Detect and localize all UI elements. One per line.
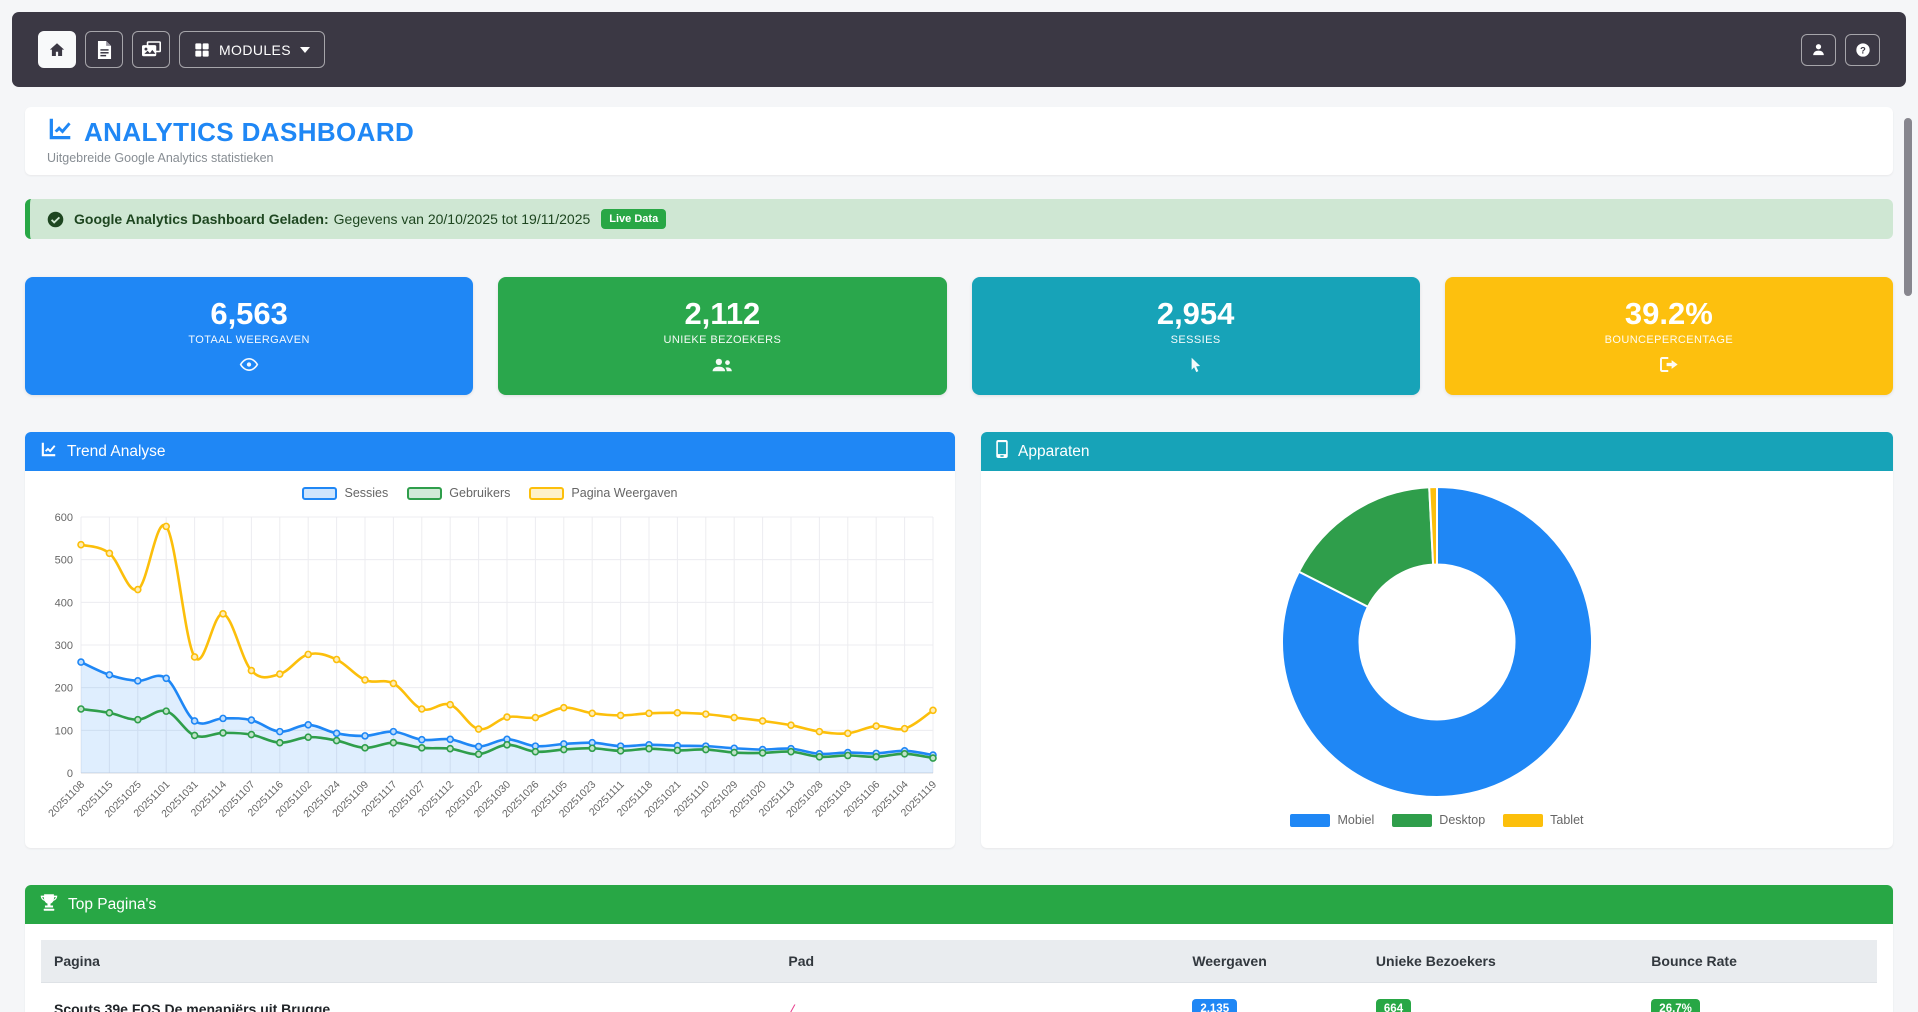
page-title: ANALYTICS DASHBOARD <box>47 116 1871 148</box>
legend-item-mobiel[interactable]: Mobiel <box>1290 813 1374 827</box>
trend-chart-legend: Sessies Gebruikers Pagina Weergaven <box>39 481 941 505</box>
svg-text:600: 600 <box>55 512 73 524</box>
stat-cards-row: 6,563 TOTAAL WEERGAVEN 2,112 UNIEKE BEZO… <box>25 277 1893 395</box>
pages-button[interactable] <box>85 31 123 68</box>
trophy-icon <box>40 893 58 916</box>
desktop-swatch <box>1392 813 1433 827</box>
page-name-cell: Scouts 39e FOS De menapiërs uit Brugge <box>54 1001 331 1012</box>
legend-item-pagina-weergaven[interactable]: Pagina Weergaven <box>529 486 678 500</box>
media-button[interactable] <box>132 31 170 68</box>
legend-item-gebruikers[interactable]: Gebruikers <box>407 486 510 500</box>
devices-doughnut-chart[interactable] <box>1267 477 1607 807</box>
charts-row: Trend Analyse Sessies Gebruikers Pagina … <box>25 432 1893 848</box>
svg-text:400: 400 <box>55 597 73 609</box>
home-button[interactable] <box>38 31 76 68</box>
sessies-swatch <box>302 486 338 500</box>
page-path-cell: / <box>788 1002 797 1012</box>
trend-panel-title: Trend Analyse <box>67 442 166 460</box>
devices-chart-body: Mobiel Desktop Tablet <box>981 471 1893 827</box>
devices-panel-title: Apparaten <box>1018 442 1090 460</box>
legend-item-tablet[interactable]: Tablet <box>1503 813 1584 827</box>
svg-text:200: 200 <box>55 683 73 695</box>
top-pages-table-wrap: Pagina Pad Weergaven Unieke Bezoekers Bo… <box>25 924 1893 1012</box>
devices-legend: Mobiel Desktop Tablet <box>1290 813 1584 827</box>
alert-title: Google Analytics Dashboard Geladen: <box>74 211 329 227</box>
column-header-weergaven[interactable]: Weergaven <box>1179 940 1363 983</box>
top-pages-title: Top Pagina's <box>68 895 157 913</box>
page-header: ANALYTICS DASHBOARD Uitgebreide Google A… <box>25 107 1893 175</box>
stat-card-sessies: 2,954 SESSIES <box>971 277 1420 395</box>
mobile-icon <box>996 440 1008 463</box>
chart-line-icon <box>40 441 57 463</box>
user-icon <box>1811 42 1826 57</box>
stat-card-totaal-weergaven: 6,563 TOTAAL WEERGAVEN <box>25 277 474 395</box>
status-alert: Google Analytics Dashboard Geladen: Gege… <box>25 199 1893 239</box>
scrollbar-thumb[interactable] <box>1904 118 1912 296</box>
page-subtitle: Uitgebreide Google Analytics statistieke… <box>47 151 274 165</box>
column-header-pad[interactable]: Pad <box>775 940 1180 983</box>
svg-text:0: 0 <box>67 768 73 780</box>
stat-card-unieke-bezoekers: 2,112 UNIEKE BEZOEKERS <box>498 277 947 395</box>
svg-text:500: 500 <box>55 555 73 567</box>
devices-panel-header: Apparaten <box>981 432 1893 471</box>
svg-text:?: ? <box>1860 45 1866 55</box>
grid-icon <box>194 42 210 58</box>
stat-label: TOTAAL WEERGAVEN <box>188 334 310 346</box>
trend-panel-header: Trend Analyse <box>25 432 955 471</box>
chart-line-icon <box>47 116 73 148</box>
trend-panel: Trend Analyse Sessies Gebruikers Pagina … <box>25 432 955 848</box>
modules-dropdown[interactable]: MODULES <box>179 31 326 68</box>
column-header-pagina[interactable]: Pagina <box>41 940 776 983</box>
live-data-badge: Live Data <box>601 209 667 229</box>
alert-message: Gegevens van 20/10/2025 tot 19/11/2025 <box>333 211 591 227</box>
top-pages-table: Pagina Pad Weergaven Unieke Bezoekers Bo… <box>41 940 1877 1012</box>
users-icon <box>711 357 733 375</box>
help-icon: ? <box>1855 42 1871 58</box>
mobiel-swatch <box>1290 813 1331 827</box>
help-button[interactable]: ? <box>1845 33 1880 66</box>
file-icon <box>97 40 112 59</box>
svg-text:100: 100 <box>55 725 73 737</box>
navbar: MODULES ? <box>12 12 1906 87</box>
home-icon <box>48 41 66 59</box>
stat-value: 6,563 <box>210 296 288 331</box>
legend-item-desktop[interactable]: Desktop <box>1392 813 1485 827</box>
stat-label: BOUNCEPERCENTAGE <box>1604 334 1734 346</box>
stat-value: 2,954 <box>1156 296 1235 331</box>
stat-value: 39.2% <box>1624 296 1713 331</box>
table-header-row: Pagina Pad Weergaven Unieke Bezoekers Bo… <box>41 940 1877 983</box>
trend-chart-body: Sessies Gebruikers Pagina Weergaven 0 100… <box>25 471 955 848</box>
table-row[interactable]: Scouts 39e FOS De menapiërs uit Brugge /… <box>41 982 1877 1012</box>
sign-out-icon <box>1659 357 1678 375</box>
stat-label: SESSIES <box>1170 334 1221 346</box>
pagina-weergaven-swatch <box>529 486 565 500</box>
devices-panel: Apparaten Mobiel Desktop Tablet <box>981 432 1893 848</box>
caret-down-icon <box>300 46 311 53</box>
stat-value: 2,112 <box>684 296 761 331</box>
top-pages-panel: Top Pagina's Pagina Pad Weergaven Unieke… <box>25 885 1893 1012</box>
modules-label: MODULES <box>219 41 292 58</box>
check-circle-icon <box>47 211 64 228</box>
bounce-rate-badge: 26.7% <box>1651 999 1700 1012</box>
scrollbar-track[interactable] <box>1904 95 1912 1012</box>
tablet-swatch <box>1503 813 1544 827</box>
images-icon <box>141 41 161 58</box>
legend-item-sessies[interactable]: Sessies <box>302 486 388 500</box>
stat-label: UNIEKE BEZOEKERS <box>663 334 782 346</box>
mouse-pointer-icon <box>1189 357 1202 375</box>
eye-icon <box>239 357 259 375</box>
user-button[interactable] <box>1801 33 1836 66</box>
top-pages-header: Top Pagina's <box>25 885 1893 924</box>
trend-line-chart[interactable]: 0100200300400500600202511082025111520251… <box>39 505 941 843</box>
stat-card-bouncepercentage: 39.2% BOUNCEPERCENTAGE <box>1444 277 1893 395</box>
gebruikers-swatch <box>407 486 443 500</box>
weergaven-badge: 2,135 <box>1192 999 1238 1012</box>
svg-text:300: 300 <box>55 640 73 652</box>
column-header-bounce-rate[interactable]: Bounce Rate <box>1638 940 1877 983</box>
unieke-bezoekers-badge: 664 <box>1375 999 1412 1012</box>
column-header-unieke-bezoekers[interactable]: Unieke Bezoekers <box>1362 940 1639 983</box>
